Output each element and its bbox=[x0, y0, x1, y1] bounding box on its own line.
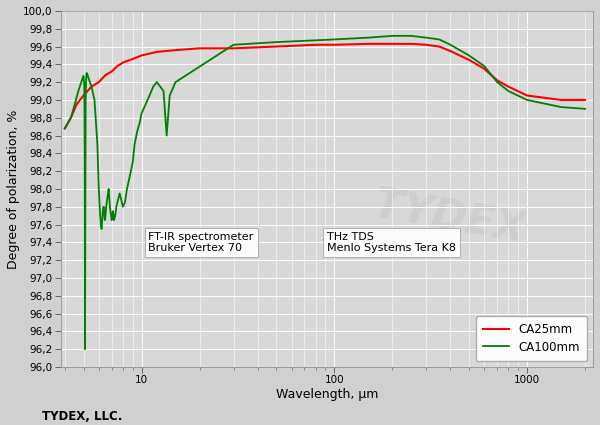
CA25mm bbox=[80, 93, 87, 98]
CA25mm bbox=[557, 97, 565, 102]
CA100mm bbox=[101, 218, 109, 223]
CA25mm bbox=[102, 73, 109, 78]
CA100mm bbox=[505, 88, 512, 94]
CA25mm bbox=[312, 42, 319, 47]
Text: TYDEX, LLC.: TYDEX, LLC. bbox=[42, 410, 122, 423]
Text: THz TDS
Menlo Systems Tera K8: THz TDS Menlo Systems Tera K8 bbox=[327, 232, 456, 253]
CA25mm bbox=[119, 60, 127, 65]
CA25mm bbox=[365, 41, 372, 46]
CA25mm bbox=[523, 93, 530, 98]
CA100mm bbox=[82, 347, 89, 352]
CA25mm bbox=[88, 84, 95, 89]
Line: CA100mm: CA100mm bbox=[65, 36, 585, 349]
CA25mm bbox=[196, 46, 203, 51]
CA25mm bbox=[67, 115, 74, 120]
CA25mm bbox=[505, 84, 512, 89]
CA25mm bbox=[494, 78, 501, 83]
CA25mm bbox=[481, 66, 488, 71]
CA100mm bbox=[104, 196, 111, 201]
CA25mm bbox=[153, 49, 160, 54]
CA100mm bbox=[581, 106, 589, 111]
CA25mm bbox=[95, 79, 103, 85]
CA25mm bbox=[407, 41, 415, 46]
CA25mm bbox=[581, 97, 589, 102]
CA100mm bbox=[88, 84, 95, 89]
CA25mm bbox=[466, 57, 473, 62]
CA100mm bbox=[61, 126, 68, 131]
X-axis label: Wavelength, μm: Wavelength, μm bbox=[275, 388, 378, 401]
CA25mm bbox=[230, 46, 237, 51]
CA25mm bbox=[272, 44, 280, 49]
Text: FT-IR spectrometer
Bruker Vertex 70: FT-IR spectrometer Bruker Vertex 70 bbox=[148, 232, 254, 253]
CA100mm bbox=[102, 213, 109, 218]
CA25mm bbox=[114, 64, 121, 69]
CA25mm bbox=[331, 42, 338, 47]
CA100mm bbox=[389, 33, 396, 38]
Legend: CA25mm, CA100mm: CA25mm, CA100mm bbox=[476, 316, 587, 361]
CA25mm bbox=[129, 57, 136, 62]
CA25mm bbox=[138, 53, 145, 58]
CA25mm bbox=[61, 126, 68, 131]
CA25mm bbox=[422, 42, 430, 47]
Y-axis label: Degree of polarization, %: Degree of polarization, % bbox=[7, 109, 20, 269]
CA25mm bbox=[436, 44, 443, 49]
CA25mm bbox=[172, 48, 179, 53]
CA25mm bbox=[389, 41, 396, 46]
CA25mm bbox=[108, 69, 115, 74]
CA25mm bbox=[73, 102, 80, 107]
Line: CA25mm: CA25mm bbox=[65, 44, 585, 128]
Text: TYDEX: TYDEX bbox=[370, 184, 529, 252]
CA100mm bbox=[113, 204, 120, 209]
CA25mm bbox=[447, 48, 454, 54]
